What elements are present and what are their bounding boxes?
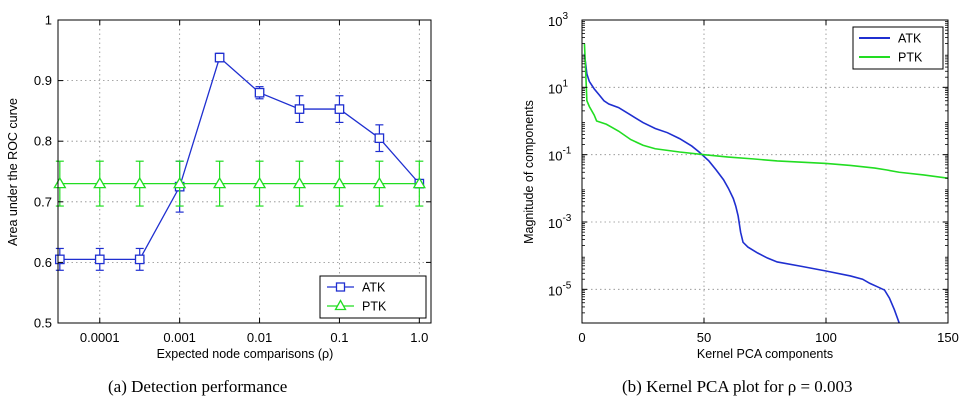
chart-a-line-atk: [59, 56, 420, 261]
chart-a-xtick-label: 0.0001: [80, 330, 120, 345]
chart-b-ytick-label: 101: [548, 78, 568, 96]
chart-b-ytick-label: 10-5: [548, 280, 572, 298]
chart-b-xtick-label: 50: [697, 330, 711, 345]
chart-a-legend: ATK PTK: [319, 275, 427, 319]
chart-a-legend-ptk-marker: [334, 299, 347, 311]
chart-a-point-ptk: [252, 176, 267, 189]
chart-b-xtick-label: 150: [937, 330, 959, 345]
chart-a-caption: (a) Detection performance: [108, 377, 287, 396]
chart-a-point-ptk: [212, 176, 227, 189]
chart-a-point-atk: [254, 87, 265, 98]
chart-b-xtick-label: 0: [578, 330, 585, 345]
chart-a-series: [53, 52, 426, 271]
chart-a-point-ptk: [173, 176, 187, 189]
chart-a-point-atk: [54, 254, 65, 265]
chart-a-point-ptk: [412, 176, 426, 189]
chart-a-point-ptk: [53, 176, 67, 189]
chart-b-line-atk: [583, 53, 900, 323]
chart-b-legend-ptk-label: PTK: [898, 51, 923, 65]
chart-a-series-ptk: [53, 160, 426, 207]
chart-a-ylabel: Area under the ROC curve: [6, 98, 20, 246]
chart-b: 0 50 100 150 10-5 10-3 10-1 101 103 Kernel PCA c…: [522, 11, 959, 396]
chart-a-point-atk: [374, 133, 385, 144]
chart-a-plot-frame: [57, 19, 432, 324]
chart-a-point-atk: [214, 52, 225, 63]
chart-b-series: [583, 43, 948, 323]
chart-a-xtick-label: 0.001: [163, 330, 196, 345]
chart-a-point-ptk: [93, 176, 107, 189]
chart-b-grid: [582, 19, 948, 323]
chart-b-ylabel: Magnitude of components: [522, 100, 536, 244]
chart-b-ytick-label: 10-3: [548, 213, 572, 231]
chart-a-point-ptk: [332, 176, 347, 189]
chart-b-ytick-label: 10-1: [548, 146, 572, 164]
chart-a-xtick-label: 1.0: [410, 330, 428, 345]
chart-a: 0.0001 0.001 0.01 0.1 1.0 0.5 0.6 0.7 0.8 0.9 1 Ex…: [6, 13, 432, 396]
chart-b-legend-atk-label: ATK: [898, 32, 922, 46]
chart-b-legend: ATK PTK: [852, 26, 944, 70]
chart-b-xtick-label: 100: [815, 330, 837, 345]
chart-a-point-atk: [294, 104, 305, 114]
chart-a-point-atk: [134, 254, 145, 265]
chart-a-ytick-label: 0.7: [34, 194, 52, 209]
chart-a-legend-atk-label: ATK: [362, 281, 386, 295]
chart-a-point-atk: [94, 254, 105, 265]
chart-b-plot-frame: [581, 19, 949, 324]
chart-a-xlabel: Expected node comparisons (ρ): [157, 347, 334, 361]
chart-a-series-atk: [54, 52, 425, 271]
chart-a-ytick-label: 0.5: [34, 316, 52, 331]
chart-b-ytick-label: 103: [548, 11, 568, 29]
chart-a-point-ptk: [372, 176, 387, 189]
chart-a-legend-atk-marker: [335, 282, 346, 292]
chart-a-point-ptk: [133, 176, 147, 189]
chart-b-line-ptk: [583, 43, 948, 179]
chart-a-ytick-label: 0.6: [34, 255, 52, 270]
chart-b-xlabel: Kernel PCA components: [697, 347, 833, 361]
chart-a-point-ptk: [292, 176, 307, 189]
chart-a-ytick-label: 1: [45, 13, 52, 28]
chart-a-point-atk: [334, 104, 345, 114]
chart-b-caption: (b) Kernel PCA plot for ρ = 0.003: [622, 377, 853, 396]
chart-a-legend-ptk-label: PTK: [362, 300, 387, 314]
chart-a-xtick-label: 0.1: [330, 330, 348, 345]
chart-b-legend-box: [852, 26, 944, 70]
chart-a-ticks: 0.0001 0.001 0.01 0.1 1.0 0.5 0.6 0.7 0.8 0.9 1: [34, 13, 431, 345]
chart-a-ytick-label: 0.9: [34, 73, 52, 88]
chart-a-xtick-label: 0.01: [247, 330, 272, 345]
chart-a-ytick-label: 0.8: [34, 134, 52, 149]
